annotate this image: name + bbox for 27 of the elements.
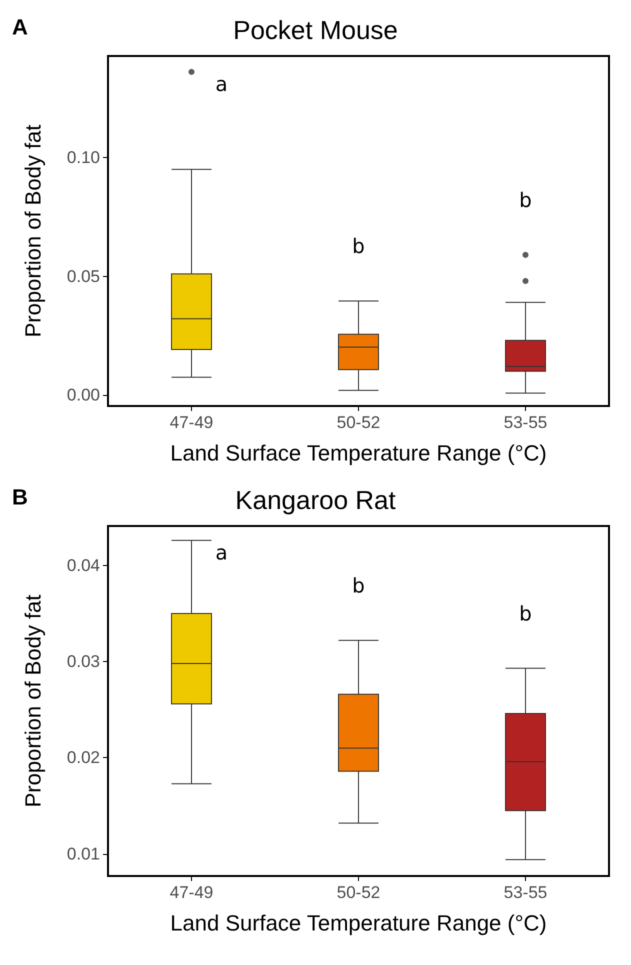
x-tick-label: 53-55: [504, 413, 548, 432]
annotation: a: [215, 72, 228, 96]
text: A: [12, 14, 28, 40]
chart-title: Kangaroo Rat: [235, 485, 396, 515]
annotation: b: [352, 234, 365, 258]
y-tick-label: 0.03: [66, 652, 100, 672]
annotation: b: [519, 601, 532, 626]
y-tick-label: 0.02: [66, 748, 100, 768]
annotation: a: [215, 540, 228, 564]
y-tick-label: 0.04: [66, 556, 100, 575]
chart-title: Pocket Mouse: [233, 15, 398, 45]
annotation: b: [352, 573, 365, 598]
y-axis-title: Proportion of Body fat: [20, 124, 46, 338]
x-tick-label: 47-49: [170, 413, 214, 432]
x-axis-title: Land Surface Temperature Range (°C): [170, 910, 547, 936]
text: B: [12, 484, 28, 510]
x-tick-label: 50-52: [336, 413, 380, 432]
y-axis-title: Proportion of Body fat: [20, 594, 46, 808]
annotation: b: [519, 188, 532, 212]
x-tick-label: 50-52: [336, 883, 380, 902]
y-tick-label: 0.05: [66, 266, 100, 286]
y-tick-label: 0.01: [66, 844, 100, 864]
y-tick-label: 0.10: [66, 148, 100, 167]
y-tick-label: 0.00: [66, 386, 100, 405]
x-tick-label: 47-49: [170, 883, 214, 902]
x-tick-label: 53-55: [504, 883, 548, 902]
x-axis-title: Land Surface Temperature Range (°C): [170, 440, 547, 466]
